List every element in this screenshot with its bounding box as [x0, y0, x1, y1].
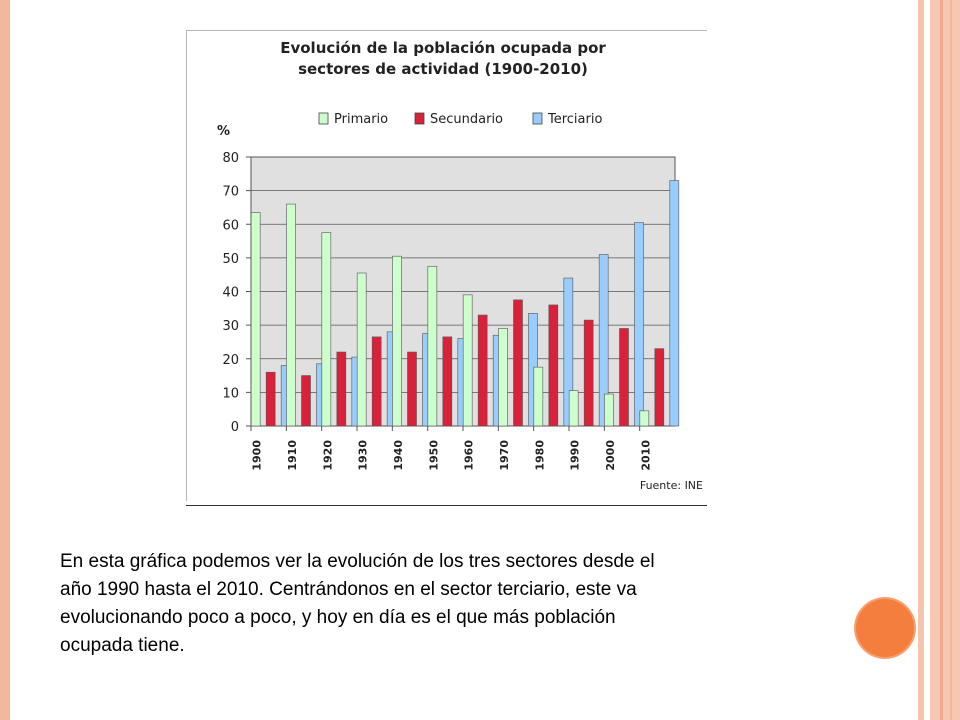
bar-secundario	[407, 351, 417, 427]
bar-secundario	[548, 304, 559, 427]
chart-container: Evolución de la población ocupada por sec…	[186, 30, 707, 501]
bar-primario	[427, 265, 438, 427]
decorative-stripe	[926, 0, 930, 720]
bar-terciario	[669, 180, 680, 427]
y-tick-label: 50	[222, 252, 239, 267]
bar-primario	[639, 410, 650, 427]
bar-chart: Evolución de la población ocupada por sec…	[217, 39, 703, 492]
y-axis-label: %	[217, 124, 230, 139]
legend-label: Secundario	[430, 112, 503, 127]
bar-primario	[250, 212, 261, 427]
bar-primario	[604, 393, 614, 427]
decorative-stripe	[940, 0, 943, 720]
bar-terciario	[598, 254, 609, 427]
chart-title: sectores de actividad (1900-2010)	[298, 60, 588, 78]
x-tick-label: 1970	[498, 440, 511, 471]
y-tick-label: 70	[222, 185, 239, 200]
x-tick-label: 2010	[639, 440, 652, 471]
decorative-stripe	[930, 0, 960, 720]
x-tick-label: 1900	[251, 440, 264, 471]
y-tick-label: 30	[222, 319, 239, 334]
x-tick-label: 1930	[357, 440, 370, 471]
x-tick-label: 1920	[321, 440, 334, 471]
caption-line: En esta gráfica podemos ver la evolución…	[60, 551, 655, 572]
decorative-stripe	[950, 0, 952, 720]
x-tick-label: 1980	[533, 440, 546, 471]
x-tick-label: 2000	[604, 440, 617, 471]
bar-terciario	[563, 277, 574, 427]
bar-primario	[462, 294, 473, 427]
caption-text: En esta gráfica podemos ver la evolución…	[60, 548, 820, 660]
legend-swatch	[318, 112, 329, 125]
caption-line: ocupada tiene.	[60, 635, 185, 656]
bar-primario	[533, 366, 544, 427]
x-tick-label: 1960	[463, 440, 476, 471]
caption-line: evolucionando poco a poco, y hoy en día …	[60, 607, 616, 628]
bar-secundario	[513, 299, 523, 427]
bar-secundario	[654, 348, 665, 427]
y-tick-label: 80	[222, 151, 239, 166]
bar-secundario	[442, 336, 453, 427]
x-tick-label: 1940	[392, 440, 405, 471]
legend-label: Primario	[334, 112, 388, 127]
legend-swatch	[414, 112, 425, 125]
y-tick-label: 60	[222, 218, 239, 233]
bar-secundario	[477, 314, 488, 427]
bar-secundario	[619, 328, 629, 427]
bar-secundario	[336, 351, 347, 427]
x-tick-label: 1990	[569, 440, 582, 471]
bar-secundario	[265, 371, 276, 427]
bar-secundario	[301, 375, 311, 427]
bar-primario	[568, 390, 579, 427]
bar-primario	[321, 232, 332, 427]
y-tick-label: 0	[231, 420, 239, 435]
chart-source: Fuente: INE	[640, 479, 703, 492]
chart-title: Evolución de la población ocupada por	[280, 39, 606, 57]
decorative-stripe	[918, 0, 924, 720]
y-tick-label: 20	[222, 353, 239, 368]
bar-secundario	[371, 336, 382, 427]
bar-secundario	[583, 319, 594, 427]
bar-primario	[356, 272, 367, 427]
bar-terciario	[634, 222, 644, 427]
chart-underline	[186, 505, 707, 506]
bar-primario	[498, 328, 508, 427]
legend-swatch	[532, 112, 543, 125]
x-tick-label: 1910	[286, 440, 299, 471]
bar-primario	[286, 203, 296, 427]
y-tick-label: 40	[222, 286, 239, 301]
x-tick-label: 1950	[427, 440, 440, 471]
y-tick-label: 10	[222, 386, 239, 401]
legend-label: Terciario	[547, 112, 602, 127]
decorative-circle	[856, 599, 914, 657]
bar-primario	[392, 255, 402, 427]
caption-line: año 1990 hasta el 2010. Centrándonos en …	[60, 579, 637, 600]
